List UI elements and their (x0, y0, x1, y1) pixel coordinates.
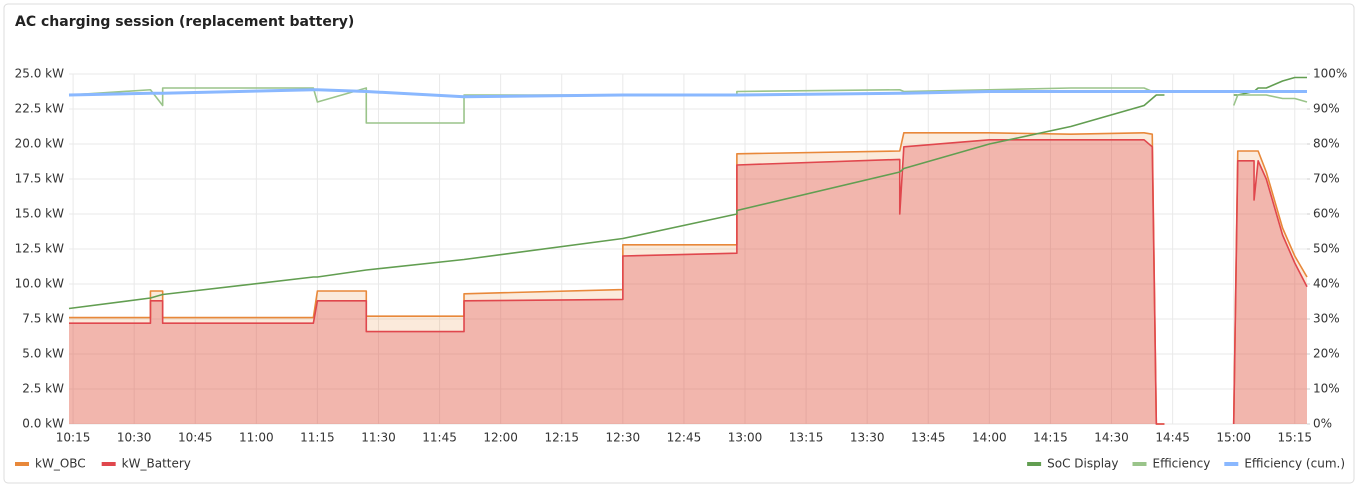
y-tick-label: 2.5 kW (22, 382, 64, 396)
y2-tick-label: 60% (1313, 207, 1340, 221)
line (68, 88, 1307, 99)
y2-tick-label: 50% (1313, 242, 1340, 256)
legend-label: kW_OBC (35, 457, 86, 471)
y2-tick-label: 10% (1313, 382, 1340, 396)
y2-tick-label: 40% (1313, 277, 1340, 291)
y2-tick-label: 100% (1313, 67, 1347, 81)
y-tick-label: 17.5 kW (15, 172, 64, 186)
x-tick-label: 15:15 (1277, 431, 1312, 445)
x-tick-label: 11:45 (422, 431, 457, 445)
line (69, 139, 1308, 425)
y2-tick-label: 70% (1313, 172, 1340, 186)
y2-tick-label: 90% (1313, 102, 1340, 116)
y2-tick-label: 80% (1313, 137, 1340, 151)
x-tick-label: 10:45 (178, 431, 213, 445)
x-tick-label: 14:45 (1155, 431, 1190, 445)
panel-frame (3, 3, 1355, 484)
legend-label: SoC Display (1047, 457, 1118, 471)
x-tick-label: 11:15 (300, 431, 335, 445)
x-tick-label: 13:30 (850, 431, 885, 445)
x-tick-label: 11:00 (239, 431, 274, 445)
area (69, 132, 1307, 425)
legend-label: kW_Battery (122, 457, 191, 471)
x-tick-label: 11:30 (361, 431, 396, 445)
y-tick-label: 22.5 kW (15, 102, 64, 116)
y-tick-label: 5.0 kW (22, 347, 64, 361)
x-tick-label: 13:15 (789, 431, 824, 445)
y-tick-label: 20.0 kW (15, 137, 64, 151)
y-tick-label: 25.0 kW (15, 67, 64, 81)
panel-title: AC charging session (replacement battery… (15, 14, 354, 30)
y-tick-label: 0.0 kW (22, 417, 64, 431)
x-tick-label: 12:15 (544, 431, 579, 445)
x-tick-label: 13:45 (911, 431, 946, 445)
legend-label: Efficiency (1153, 457, 1211, 471)
legend-label: Efficiency (cum.) (1244, 457, 1345, 471)
x-tick-label: 10:15 (56, 431, 91, 445)
x-tick-label: 14:00 (972, 431, 1007, 445)
x-tick-label: 12:30 (606, 431, 641, 445)
y-tick-label: 10.0 kW (15, 277, 64, 291)
y-tick-label: 15.0 kW (15, 207, 64, 221)
x-tick-label: 10:30 (117, 431, 152, 445)
x-tick-label: 15:00 (1216, 431, 1251, 445)
x-tick-label: 12:00 (483, 431, 518, 445)
y-tick-label: 7.5 kW (22, 312, 64, 326)
y-tick-label: 12.5 kW (15, 242, 64, 256)
y2-tick-label: 20% (1313, 347, 1340, 361)
y2-tick-label: 0% (1313, 417, 1332, 431)
y2-tick-label: 30% (1313, 312, 1340, 326)
x-tick-label: 14:30 (1094, 431, 1129, 445)
x-tick-label: 14:15 (1033, 431, 1068, 445)
x-tick-label: 13:00 (728, 431, 763, 445)
area (69, 139, 1307, 425)
x-tick-label: 12:45 (667, 431, 702, 445)
